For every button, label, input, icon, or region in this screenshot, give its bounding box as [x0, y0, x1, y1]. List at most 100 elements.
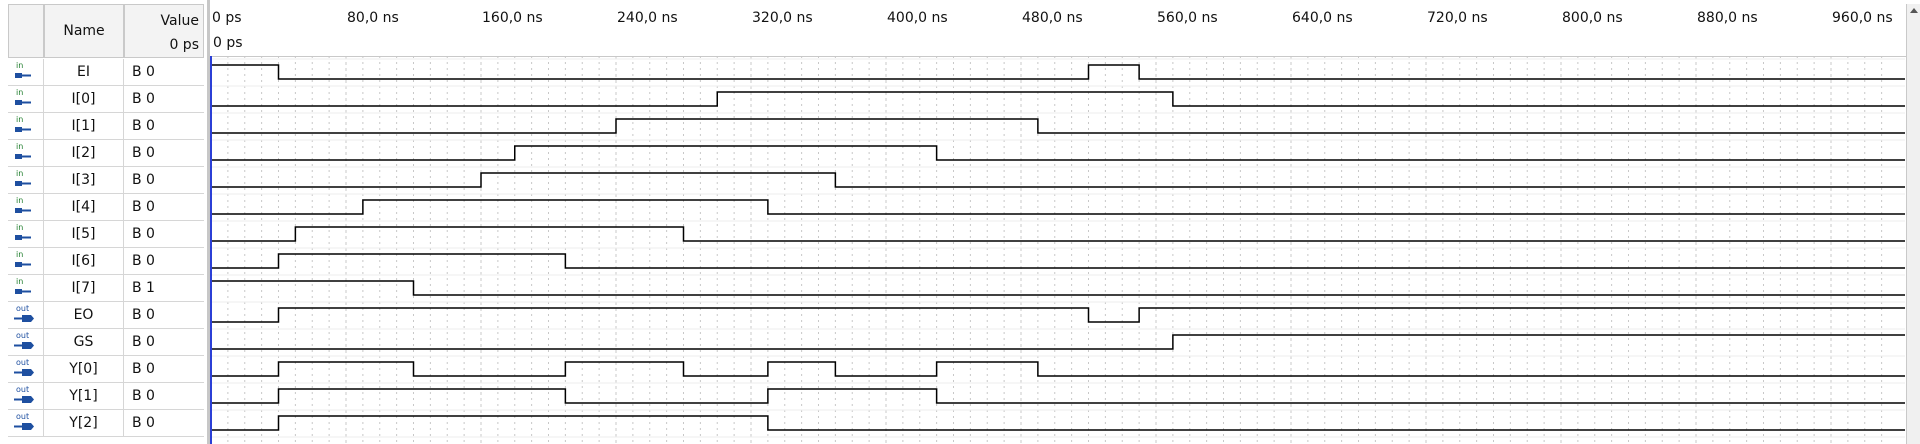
pin-direction-label: in — [16, 61, 24, 70]
waveform-area[interactable] — [210, 56, 1906, 444]
input-pin-icon: in — [13, 277, 35, 298]
signal-icon-cell: out — [8, 302, 44, 329]
signal-name: EO — [44, 302, 124, 329]
signal-icon-cell: out — [8, 356, 44, 383]
time-tick-label: 80,0 ns — [347, 10, 399, 26]
signal-row[interactable]: in I[5] B 0 — [8, 221, 204, 248]
waveform-y0 — [210, 361, 1905, 377]
time-tick-label: 320,0 ns — [752, 10, 813, 26]
signal-value: B 0 — [132, 334, 155, 350]
input-pin-icon: in — [13, 196, 35, 217]
signal-icon-cell: in — [8, 167, 44, 194]
signal-icon-cell: out — [8, 383, 44, 410]
input-pin-icon: in — [13, 88, 35, 109]
signal-value: B 0 — [132, 307, 155, 323]
input-pin-icon: in — [13, 61, 35, 82]
pin-direction-label: in — [16, 277, 24, 286]
pin-direction-label: in — [16, 223, 24, 232]
signal-icon-cell: in — [8, 221, 44, 248]
signal-value: B 1 — [132, 280, 155, 296]
time-tick-label: 720,0 ns — [1427, 10, 1488, 26]
signal-row[interactable]: in I[3] B 0 — [8, 167, 204, 194]
signal-name: Y[2] — [44, 410, 124, 437]
signal-name: I[5] — [44, 221, 124, 248]
signal-name: EI — [44, 59, 124, 86]
time-tick-label: 0 ps — [212, 10, 242, 26]
output-pin-icon: out — [13, 304, 35, 325]
time-tick-label: 160,0 ns — [482, 10, 543, 26]
input-pin-icon: in — [13, 223, 35, 244]
time-tick-label: 240,0 ns — [617, 10, 678, 26]
signal-row[interactable]: out GS B 0 — [8, 329, 204, 356]
signal-icon-cell: out — [8, 329, 44, 356]
signal-name: I[4] — [44, 194, 124, 221]
input-pin-icon: in — [13, 169, 35, 190]
name-column-header[interactable]: Name — [44, 4, 124, 58]
cursor-time-label: 0 ps — [213, 35, 243, 51]
pin-direction-label: in — [16, 250, 24, 259]
signal-name: GS — [44, 329, 124, 356]
time-tick-label: 640,0 ns — [1292, 10, 1353, 26]
output-pin-icon: out — [13, 385, 35, 406]
waveform-y2 — [210, 415, 1905, 431]
waveform-i2 — [210, 145, 1905, 161]
signal-name: Y[0] — [44, 356, 124, 383]
time-tick-label: 400,0 ns — [887, 10, 948, 26]
value-column-header[interactable]: Value 0 ps — [124, 4, 204, 58]
pin-direction-label: in — [16, 196, 24, 205]
input-pin-icon: in — [13, 250, 35, 271]
signal-row[interactable]: in I[2] B 0 — [8, 140, 204, 167]
signal-value: B 0 — [132, 415, 155, 431]
signal-icon-cell: out — [8, 410, 44, 437]
signal-row[interactable]: out Y[1] B 0 — [8, 383, 204, 410]
time-tick-label: 880,0 ns — [1697, 10, 1758, 26]
signal-row[interactable]: in I[4] B 0 — [8, 194, 204, 221]
signal-value: B 0 — [132, 361, 155, 377]
pin-direction-label: in — [16, 142, 24, 151]
signal-value: B 0 — [132, 226, 155, 242]
signal-row[interactable]: in I[1] B 0 — [8, 113, 204, 140]
name-column-label: Name — [63, 23, 105, 39]
signal-list-panel: Name Value 0 ps in EI B 0 in I[0] B 0 in I[1] B … — [0, 0, 207, 444]
pin-direction-label: out — [16, 412, 30, 421]
signal-name: I[6] — [44, 248, 124, 275]
vertical-scrollbar[interactable] — [1906, 4, 1920, 444]
waveform-i0 — [210, 91, 1905, 107]
pin-direction-label: out — [16, 331, 30, 340]
input-pin-icon: in — [13, 115, 35, 136]
signal-value: B 0 — [132, 388, 155, 404]
signal-icon-cell: in — [8, 86, 44, 113]
output-pin-icon: out — [13, 331, 35, 352]
signal-name: I[2] — [44, 140, 124, 167]
panel-splitter[interactable] — [207, 0, 210, 444]
input-pin-icon: in — [13, 142, 35, 163]
value-column-label: Value — [160, 13, 199, 29]
signal-row[interactable]: in I[0] B 0 — [8, 86, 204, 113]
output-pin-icon: out — [13, 412, 35, 433]
waveform-i7 — [210, 280, 1905, 296]
signal-value: B 0 — [132, 253, 155, 269]
signal-row[interactable]: in I[7] B 1 — [8, 275, 204, 302]
output-pin-icon: out — [13, 358, 35, 379]
signal-icon-cell: in — [8, 248, 44, 275]
signal-value: B 0 — [132, 145, 155, 161]
signal-row[interactable]: in I[6] B 0 — [8, 248, 204, 275]
pin-direction-label: in — [16, 169, 24, 178]
time-ruler[interactable]: 0 ps 80,0 ns 160,0 ns 240,0 ns 320,0 ns 400,0… — [210, 4, 1906, 33]
cursor-bar[interactable]: 0 ps — [210, 32, 1906, 57]
time-tick-label: 560,0 ns — [1157, 10, 1218, 26]
time-tick-label: 800,0 ns — [1562, 10, 1623, 26]
signal-row[interactable]: out Y[0] B 0 — [8, 356, 204, 383]
signal-value: B 0 — [132, 118, 155, 134]
signal-icon-cell: in — [8, 194, 44, 221]
signal-row[interactable]: in EI B 0 — [8, 59, 204, 86]
signal-name: Y[1] — [44, 383, 124, 410]
scroll-up-arrow-icon[interactable] — [1910, 8, 1918, 13]
signal-row[interactable]: out EO B 0 — [8, 302, 204, 329]
pin-direction-label: in — [16, 88, 24, 97]
waveform-i5 — [210, 226, 1905, 242]
pin-direction-label: out — [16, 358, 30, 367]
signal-icon-cell: in — [8, 59, 44, 86]
signal-row[interactable]: out Y[2] B 0 — [8, 410, 204, 437]
signal-name: I[0] — [44, 86, 124, 113]
